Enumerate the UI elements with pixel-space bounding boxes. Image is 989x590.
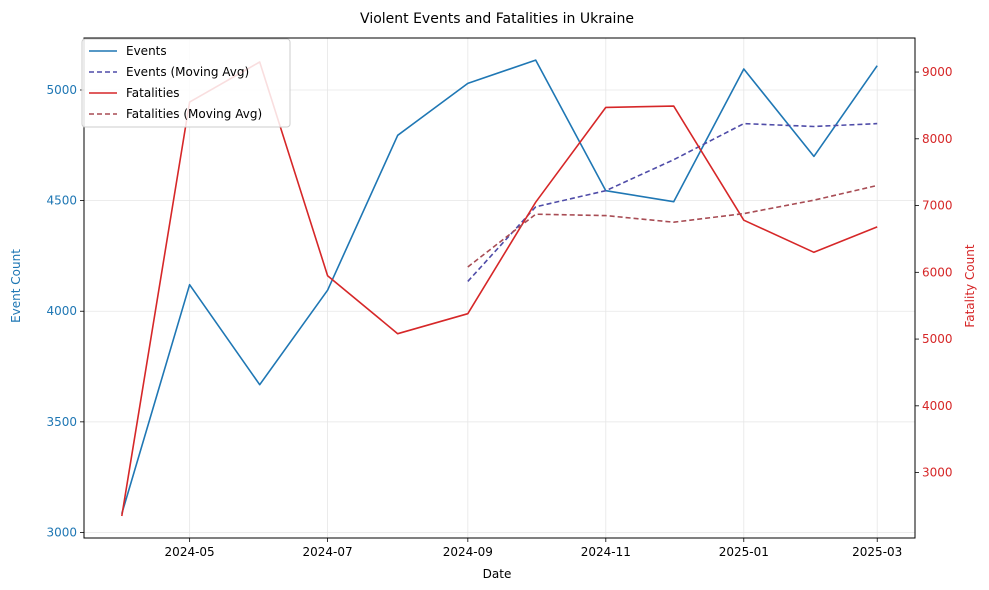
series-line-2 (467, 122, 878, 282)
y-right-tick-label: 4000 (922, 399, 953, 413)
x-tick-label: 2024-11 (581, 545, 631, 559)
x-tick-label: 2024-07 (303, 545, 353, 559)
y-right-tick-label: 7000 (922, 199, 953, 213)
legend-label: Events (126, 44, 167, 58)
y-left-tick-label: 4000 (46, 304, 77, 318)
x-axis-label: Date (483, 567, 512, 581)
legend-box (81, 38, 291, 128)
legend-label: Fatalities (126, 86, 180, 100)
y-axis-right: 3000 4000 5000 6000 7000 8000 9000 (915, 65, 953, 480)
legend: Events Events (Moving Avg) Fatalities Fatal… (81, 38, 291, 128)
y-left-tick-label: 3500 (46, 415, 77, 429)
legend-label: Events (Moving Avg) (126, 65, 249, 79)
y-right-tick-label: 8000 (922, 132, 953, 146)
y-left-tick-label: 5000 (46, 83, 77, 97)
grid (84, 38, 915, 538)
y-left-tick-label: 4500 (46, 194, 77, 208)
chart-title: Violent Events and Fatalities in Ukraine (360, 11, 634, 27)
x-tick-label: 2024-05 (165, 545, 215, 559)
x-tick-label: 2024-09 (443, 545, 493, 559)
y-axis-right-label: Fatality Count (963, 244, 977, 327)
x-tick-label: 2025-01 (719, 545, 769, 559)
y-right-tick-label: 3000 (922, 466, 953, 480)
y-axis-left-label: Event Count (9, 249, 23, 323)
series-line-4 (467, 184, 878, 268)
y-left-tick-label: 3000 (46, 525, 77, 539)
y-axis-left: 3000 3500 4000 4500 5000 (46, 83, 84, 539)
series-line-1 (121, 59, 878, 514)
y-right-tick-label: 6000 (922, 265, 953, 279)
y-right-tick-label: 9000 (922, 65, 953, 79)
plot-frame (83, 37, 916, 539)
x-tick-label: 2025-03 (852, 545, 902, 559)
y-right-tick-label: 5000 (922, 332, 953, 346)
legend-label: Fatalities (Moving Avg) (126, 107, 262, 121)
x-axis: 2024-05 2024-07 2024-09 2024-11 2025-01 2025-… (165, 538, 902, 559)
